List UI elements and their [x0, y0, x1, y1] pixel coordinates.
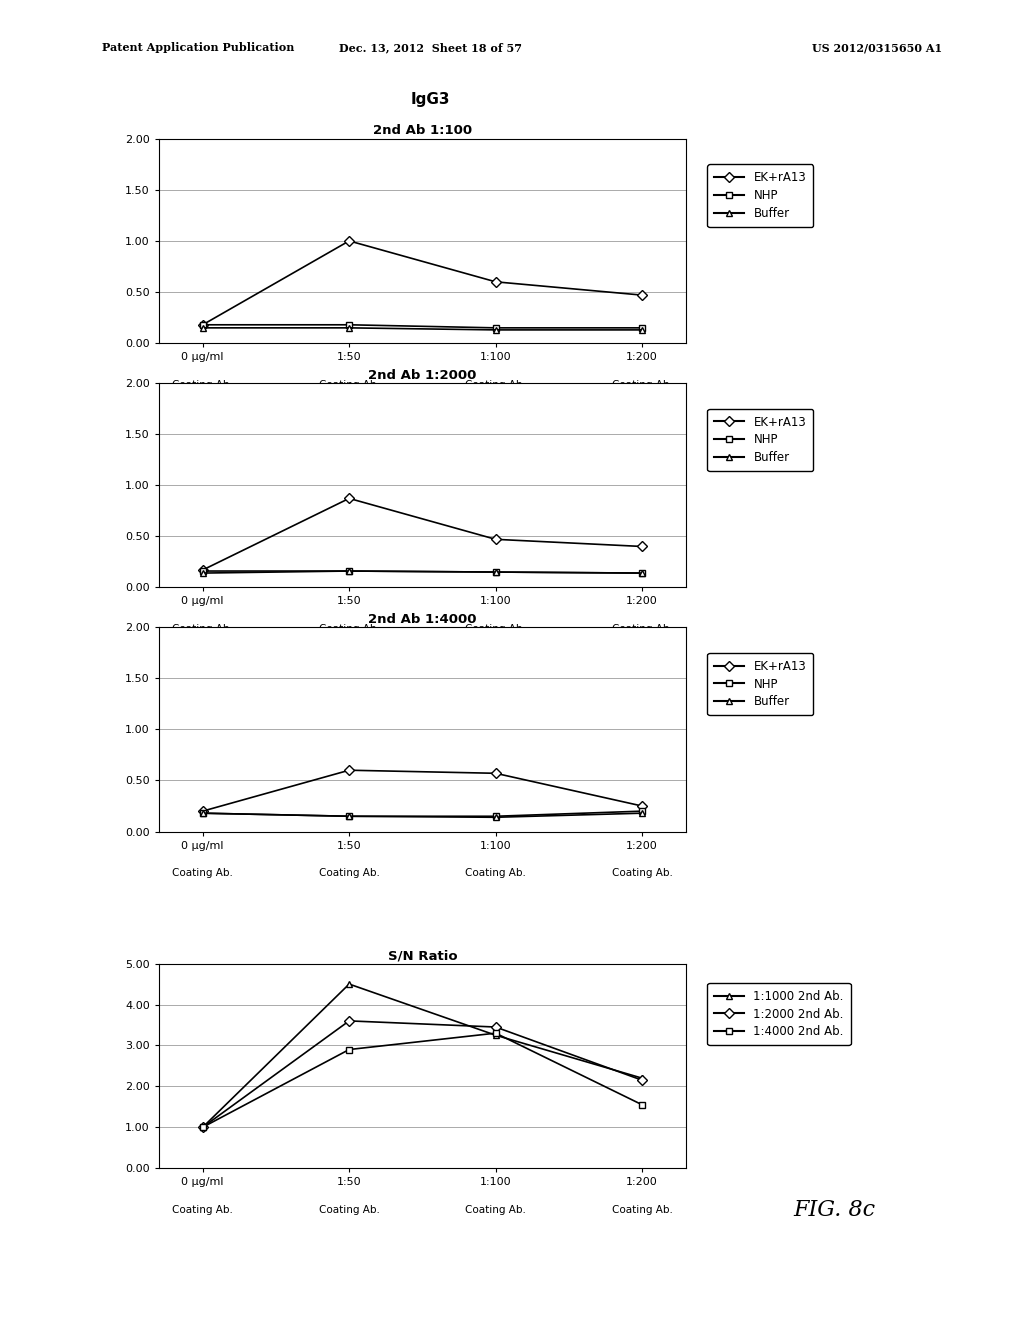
Title: 2nd Ab 1:2000: 2nd Ab 1:2000 [369, 368, 476, 381]
Legend: 1:1000 2nd Ab., 1:2000 2nd Ab., 1:4000 2nd Ab.: 1:1000 2nd Ab., 1:2000 2nd Ab., 1:4000 2… [708, 982, 851, 1045]
Text: Coating Ab.: Coating Ab. [172, 1205, 233, 1214]
Text: Coating Ab.: Coating Ab. [611, 624, 673, 634]
Text: US 2012/0315650 A1: US 2012/0315650 A1 [812, 42, 942, 53]
Text: Coating Ab.: Coating Ab. [611, 869, 673, 878]
Title: 2nd Ab 1:100: 2nd Ab 1:100 [373, 124, 472, 137]
Text: Dec. 13, 2012  Sheet 18 of 57: Dec. 13, 2012 Sheet 18 of 57 [339, 42, 521, 53]
Text: Coating Ab.: Coating Ab. [611, 1205, 673, 1214]
Text: Coating Ab.: Coating Ab. [318, 380, 380, 389]
Text: Coating Ab.: Coating Ab. [465, 1205, 526, 1214]
Text: Coating Ab.: Coating Ab. [172, 869, 233, 878]
Text: Coating Ab.: Coating Ab. [465, 624, 526, 634]
Text: Coating Ab.: Coating Ab. [318, 624, 380, 634]
Text: IgG3: IgG3 [411, 92, 450, 107]
Text: FIG. 8c: FIG. 8c [794, 1200, 876, 1221]
Text: Coating Ab.: Coating Ab. [318, 869, 380, 878]
Legend: EK+rA13, NHP, Buffer: EK+rA13, NHP, Buffer [708, 652, 813, 715]
Text: Coating Ab.: Coating Ab. [611, 380, 673, 389]
Text: Coating Ab.: Coating Ab. [465, 380, 526, 389]
Text: Coating Ab.: Coating Ab. [318, 1205, 380, 1214]
Legend: EK+rA13, NHP, Buffer: EK+rA13, NHP, Buffer [708, 164, 813, 227]
Title: S/N Ratio: S/N Ratio [388, 949, 457, 962]
Text: Coating Ab.: Coating Ab. [172, 624, 233, 634]
Text: Coating Ab.: Coating Ab. [465, 869, 526, 878]
Text: Coating Ab.: Coating Ab. [172, 380, 233, 389]
Title: 2nd Ab 1:4000: 2nd Ab 1:4000 [369, 612, 476, 626]
Legend: EK+rA13, NHP, Buffer: EK+rA13, NHP, Buffer [708, 408, 813, 471]
Text: Patent Application Publication: Patent Application Publication [102, 42, 295, 53]
